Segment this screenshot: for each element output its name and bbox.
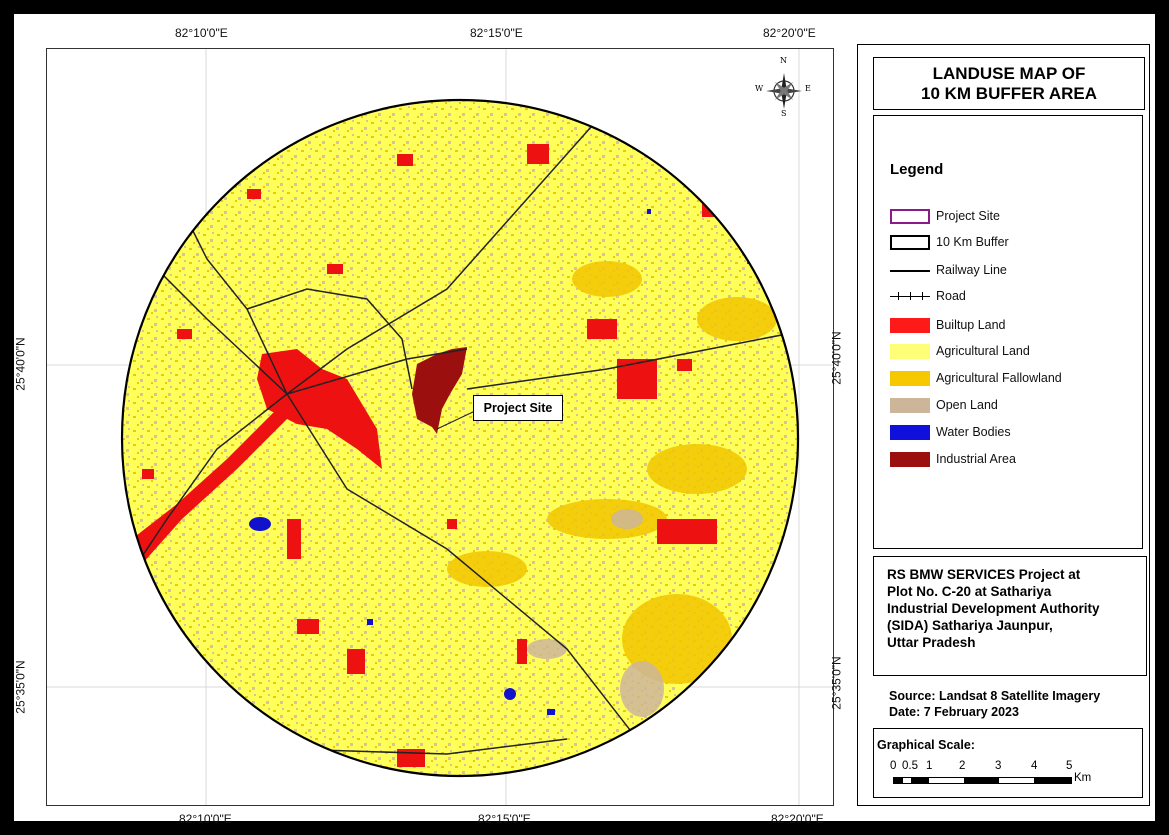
project-info-box (873, 556, 1147, 676)
industrial-area (412, 347, 467, 434)
legend-label: Water Bodies (936, 425, 1011, 439)
legend-heading: Legend (890, 161, 944, 178)
project-info-line: Industrial Development Authority (887, 601, 1100, 616)
open-land-swatch (890, 398, 930, 413)
scale-label: 1 (926, 760, 933, 772)
water-swatch (890, 425, 930, 440)
left-tick-label: 25°35'0"N (13, 660, 28, 714)
map-title: LANDUSE MAP OF 10 KM BUFFER AREA (873, 57, 1145, 110)
legend-box (873, 115, 1143, 549)
legend-label: Road (936, 289, 966, 303)
legend-label: Project Site (936, 209, 1000, 223)
right-tick-label: 25°40'0"N (829, 331, 844, 385)
project-info-line: RS BMW SERVICES Project at (887, 567, 1081, 582)
legend-label: Open Land (936, 398, 998, 412)
legend-label: Agricultural Land (936, 344, 1030, 358)
date-line: Date: 7 February 2023 (889, 705, 1019, 719)
top-tick-label: 82°20'0"E (763, 26, 816, 40)
top-tick-label: 82°10'0"E (175, 26, 228, 40)
landuse-raster (122, 100, 798, 776)
map-canvas (47, 49, 833, 805)
buffer-circle (120, 98, 800, 778)
callout-leader (436, 410, 476, 430)
compass-s-label: S (781, 109, 787, 118)
legend-label: Industrial Area (936, 452, 1016, 466)
scale-label: 0.5 (902, 760, 918, 772)
scale-box (873, 728, 1143, 798)
left-tick-label: 25°40'0"N (13, 337, 28, 391)
legend-label: Railway Line (936, 263, 1007, 277)
scale-label: 0 (890, 760, 897, 772)
project-site-swatch (890, 209, 930, 224)
source-text: Source: Landsat 8 Satellite Imagery Date… (889, 688, 1144, 720)
project-info-line: (SIDA) Sathariya Jaunpur, (887, 618, 1053, 633)
legend-label: Agricultural Fallowland (936, 371, 1062, 385)
compass-n-label: N (780, 56, 787, 65)
agricultural-swatch (890, 344, 930, 359)
compass-w-label: W (755, 84, 764, 93)
road-tick-icon (922, 292, 923, 300)
project-info-line: Uttar Pradesh (887, 635, 976, 650)
compass-e-label: E (805, 84, 811, 93)
buffer-swatch (890, 235, 930, 250)
compass-rose (766, 73, 802, 109)
map-title-line1: LANDUSE MAP OF (932, 64, 1086, 83)
top-tick-label: 82°15'0"E (470, 26, 523, 40)
legend-label: 10 Km Buffer (936, 235, 1009, 249)
project-site-callout: Project Site (473, 395, 563, 421)
scale-label: 3 (995, 760, 1002, 772)
railway-swatch (890, 270, 930, 272)
map-title-line2: 10 KM BUFFER AREA (921, 84, 1097, 103)
project-info-line: Plot No. C-20 at Sathariya (887, 584, 1052, 599)
legend-label: Builtup Land (936, 318, 1006, 332)
scale-label: 2 (959, 760, 966, 772)
scale-unit: Km (1074, 772, 1092, 784)
map-area: N S W E (46, 48, 834, 806)
bottom-tick-label: 82°10'0"E (179, 812, 232, 826)
scale-title: Graphical Scale: (877, 738, 975, 752)
fallowland-swatch (890, 371, 930, 386)
scale-label: 5 (1066, 760, 1073, 772)
scale-label: 4 (1031, 760, 1038, 772)
source-line: Source: Landsat 8 Satellite Imagery (889, 689, 1101, 703)
scale-bar (893, 777, 1072, 784)
industrial-swatch (890, 452, 930, 467)
bottom-tick-label: 82°20'0"E (771, 812, 824, 826)
road-tick-icon (898, 292, 899, 300)
right-tick-label: 25°35'0"N (829, 656, 844, 710)
project-info-text: RS BMW SERVICES Project at Plot No. C-20… (887, 566, 1142, 651)
builtup-swatch (890, 318, 930, 333)
bottom-tick-label: 82°15'0"E (478, 812, 531, 826)
road-tick-icon (910, 292, 911, 300)
